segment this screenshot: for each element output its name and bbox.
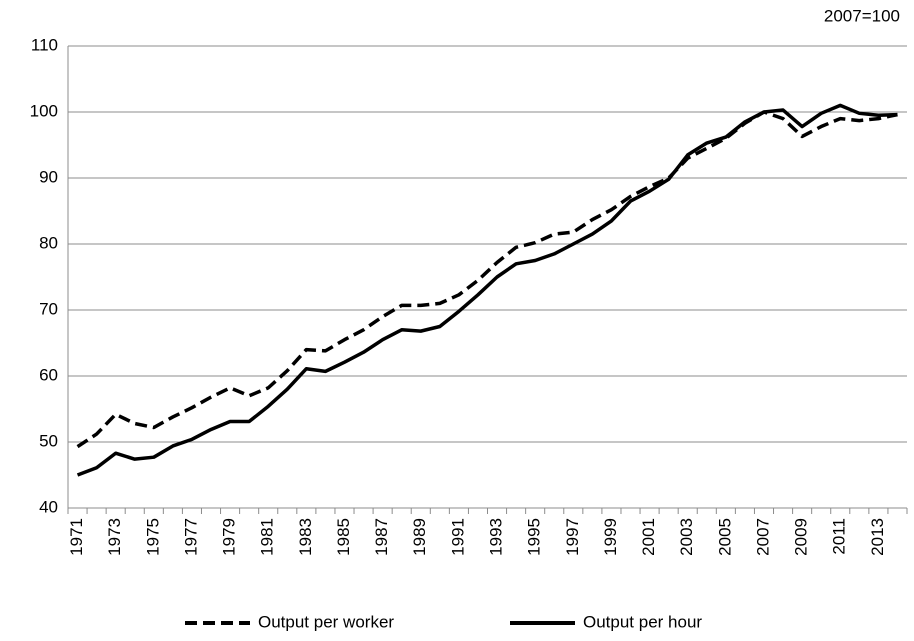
- x-tick-label: 1991: [448, 518, 467, 556]
- x-tick-label: 2001: [639, 518, 658, 556]
- y-tick-label: 110: [31, 35, 58, 54]
- x-tick-label: 1997: [563, 518, 582, 556]
- x-tick-label: 1999: [601, 518, 620, 556]
- x-tick-label: 1993: [487, 518, 506, 556]
- series-line: [76, 103, 898, 477]
- legend-label: Output per worker: [258, 612, 394, 631]
- series-line: [76, 110, 898, 449]
- x-tick-label: 1975: [143, 518, 162, 556]
- x-tick-label: 2011: [830, 518, 849, 555]
- x-tick-label: 1989: [410, 518, 429, 556]
- x-tick-label: 2007: [753, 518, 772, 556]
- y-tick-label: 90: [39, 167, 58, 186]
- x-tick-label: 1977: [181, 518, 200, 556]
- y-tick-label: 40: [39, 497, 58, 516]
- x-tick-label: 1973: [105, 518, 124, 556]
- x-tick-label: 2013: [868, 518, 887, 556]
- legend-label: Output per hour: [583, 612, 702, 631]
- x-tick-label: 2009: [792, 518, 811, 556]
- annotation: 2007=100: [824, 6, 900, 25]
- x-tick-label: 1983: [296, 518, 315, 556]
- x-tick-label: 1971: [67, 518, 86, 556]
- y-tick-label: 100: [30, 101, 58, 120]
- y-tick-label: 70: [39, 299, 58, 318]
- x-tick-label: 1981: [258, 518, 277, 556]
- y-tick-label: 80: [39, 233, 58, 252]
- x-tick-label: 1979: [220, 518, 239, 556]
- y-tick-label: 60: [39, 365, 58, 384]
- x-tick-label: 2005: [715, 518, 734, 556]
- x-tick-label: 1995: [525, 518, 544, 556]
- x-tick-label: 2003: [677, 518, 696, 556]
- x-tick-label: 1987: [372, 518, 391, 556]
- x-tick-label: 1985: [334, 518, 353, 556]
- y-tick-label: 50: [39, 431, 58, 450]
